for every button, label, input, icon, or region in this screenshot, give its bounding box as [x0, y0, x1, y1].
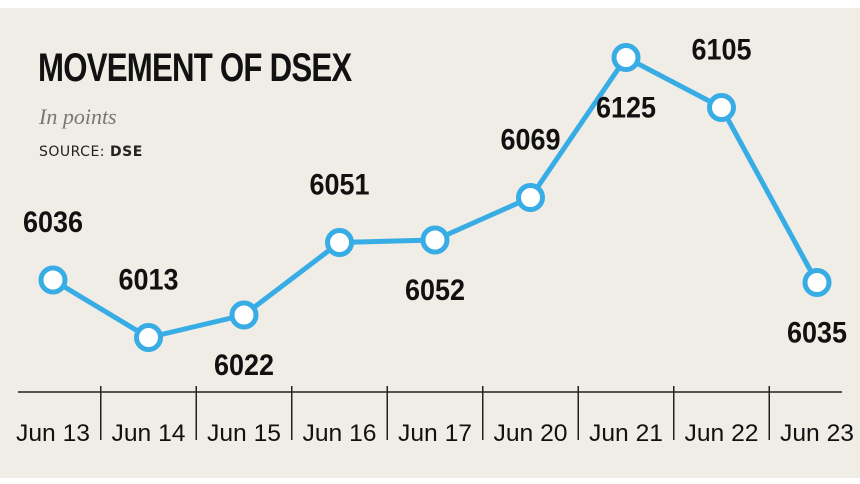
x-tick-label: Jun 20: [494, 420, 568, 447]
data-label: 6052: [405, 274, 465, 307]
data-label: 6036: [23, 206, 83, 239]
source-note: SOURCE: DSE: [39, 144, 143, 160]
data-label: 6125: [596, 92, 656, 125]
chart-subtitle: In points: [39, 104, 117, 129]
chart-title: MOVEMENT OF DSEX: [38, 46, 352, 90]
x-tick-label: Jun 13: [16, 420, 90, 447]
x-tick-label: Jun 17: [398, 420, 472, 447]
x-tick-label: Jun 23: [780, 420, 854, 447]
x-tick-label: Jun 21: [589, 420, 663, 447]
data-label: 6035: [787, 317, 847, 350]
data-label: 6013: [119, 264, 179, 297]
x-tick-label: Jun 22: [685, 420, 759, 447]
source-name: DSE: [109, 144, 143, 160]
data-point: [229, 300, 259, 330]
source-prefix: SOURCE:: [39, 144, 110, 160]
x-tick-label: Jun 16: [303, 420, 377, 447]
data-point: [38, 265, 68, 295]
data-label: 6022: [214, 349, 274, 382]
data-point: [420, 225, 450, 255]
data-label: 6105: [692, 34, 752, 67]
data-point: [611, 43, 641, 72]
data-point: [707, 93, 736, 122]
data-point: [516, 183, 545, 212]
data-point: [802, 268, 832, 297]
x-tick-label: Jun 15: [207, 420, 281, 447]
data-point: [325, 228, 354, 257]
x-tick-label: Jun 14: [112, 420, 186, 447]
data-label: 6051: [310, 169, 370, 202]
data-label: 6069: [501, 124, 561, 157]
data-point: [134, 323, 163, 352]
